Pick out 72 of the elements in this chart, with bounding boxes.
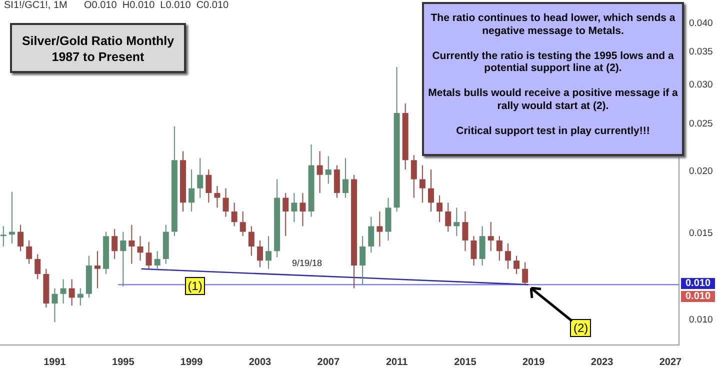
- x-tick-label: 1999: [180, 356, 204, 368]
- candlestick: [240, 211, 246, 237]
- candlestick: [248, 226, 254, 256]
- candlestick: [34, 254, 41, 280]
- x-tick-label: 2011: [386, 356, 408, 368]
- candlestick: [376, 211, 383, 247]
- candlestick: [325, 156, 332, 184]
- y-tick-label: 0.030: [689, 79, 713, 90]
- text-box: The ratio continues to head lower, which sends a negative message to Metals. Currently the ratio is testing the 1995 lows and a potential support line at (2). Metals bulls would receive a positive message if a rally would start at (2). Critical support test in play currently!!!: [422, 2, 684, 156]
- y-tick-label: 0.015: [689, 228, 713, 239]
- candlestick: [188, 168, 195, 212]
- candlestick: [291, 192, 298, 223]
- candlestick: [231, 202, 238, 227]
- candlestick: [26, 240, 32, 264]
- candlestick: [68, 278, 75, 306]
- candlestick: [137, 236, 144, 262]
- candlestick: [360, 236, 366, 286]
- x-tick-label: 2003: [248, 356, 272, 368]
- candlestick: [18, 224, 24, 252]
- annotation: 9/19/18: [292, 258, 322, 268]
- candlestick: [128, 224, 135, 264]
- candlestick: [454, 207, 460, 237]
- candlestick: [522, 262, 528, 286]
- candlestick: [504, 242, 511, 270]
- candlestick: [112, 228, 118, 260]
- candlestick: [154, 250, 160, 272]
- candlestick: [146, 241, 152, 270]
- y-tick-label: 0.035: [689, 46, 713, 58]
- x-tick-label: 2023: [590, 356, 614, 368]
- candlestick: [410, 154, 417, 198]
- x-tick-label: 1991: [44, 356, 66, 368]
- y-tick-label: 0.020: [689, 166, 713, 178]
- candlestick: [496, 236, 502, 262]
- annotation: (1): [184, 276, 206, 295]
- candlestick: [445, 202, 452, 232]
- candlestick: [436, 194, 443, 223]
- candlestick: [462, 211, 468, 252]
- candlestick: [316, 150, 323, 194]
- y-tick-label: 0.040: [689, 18, 713, 29]
- y-tick-label: 0.010: [689, 314, 713, 326]
- annotation: (2): [570, 318, 592, 337]
- candlestick: [282, 192, 289, 237]
- candlestick: [197, 158, 204, 198]
- candlestick: [342, 158, 348, 198]
- candlestick: [488, 222, 494, 252]
- candlestick: [60, 278, 66, 304]
- candlestick: [206, 168, 212, 204]
- candlestick: [52, 288, 58, 323]
- candlestick: [266, 236, 272, 270]
- candlestick: [77, 288, 84, 306]
- candlestick: [214, 186, 220, 208]
- candlestick: [419, 164, 426, 204]
- candlestick: [470, 236, 477, 266]
- candlestick: [514, 255, 520, 274]
- x-tick-label: 2019: [522, 356, 546, 368]
- annotation: SI1!/GC1!, 1M O0.010 H0.010 L0.010 C0.010: [4, 0, 229, 11]
- x-tick-label: 2027: [659, 356, 682, 368]
- candlestick: [120, 231, 126, 287]
- y-tick-label: 0.025: [689, 118, 713, 130]
- title-box: Silver/Gold Ratio Monthly 1987 to Present: [10, 23, 186, 73]
- candlestick: [368, 216, 374, 254]
- x-tick-label: 2007: [317, 356, 340, 368]
- candlestick: [222, 188, 229, 218]
- x-tick-label: 2015: [454, 356, 477, 368]
- candlestick: [0, 226, 6, 247]
- candlestick: [334, 164, 340, 198]
- candlestick: [479, 226, 486, 266]
- candlestick: [300, 192, 306, 227]
- candlestick: [94, 250, 100, 289]
- candlestick: [428, 168, 434, 212]
- x-tick-label: 1995: [112, 356, 135, 368]
- candlestick: [256, 240, 263, 268]
